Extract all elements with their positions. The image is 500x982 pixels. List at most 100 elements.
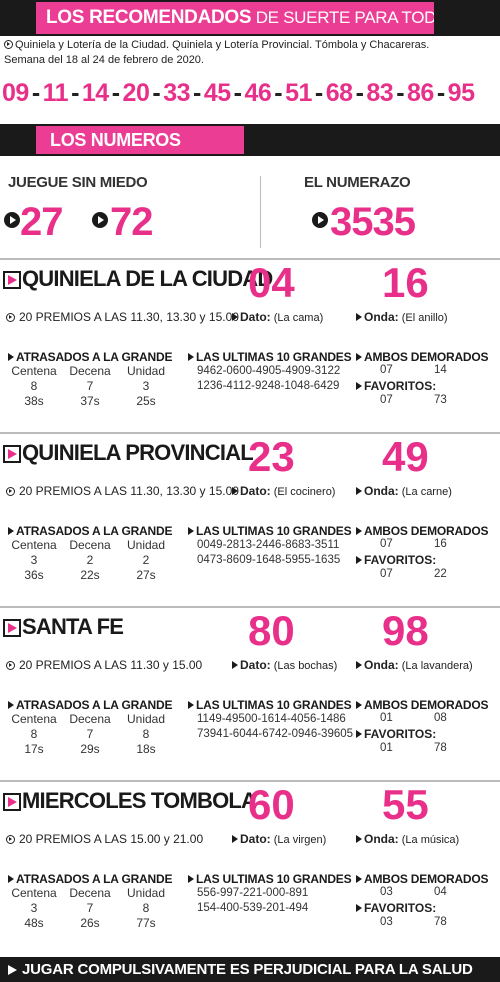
favorito-value: 07: [380, 394, 393, 406]
triangle-icon: [232, 835, 238, 843]
ultimas-heading: LAS ULTIMAS 10 GRANDES: [188, 872, 352, 886]
triangle-icon: [356, 904, 362, 912]
juegue-number-1: 27: [20, 200, 63, 244]
ambos-label: AMBOS DEMORADOS: [364, 698, 489, 712]
centena-value: 8: [30, 727, 38, 741]
decena-value: 2: [86, 553, 94, 567]
game-block-2: QUINIELA PROVINCIAL 23 49 20 PREMIOS A L…: [0, 436, 500, 606]
unidad-header: Unidad: [126, 538, 166, 552]
dato-label: Dato:: [240, 658, 271, 672]
onda-meaning: (El anillo): [401, 312, 448, 324]
recommended-number: 68: [325, 79, 353, 107]
ambos-value: 01: [380, 712, 393, 724]
separator: -: [193, 79, 201, 107]
triangle-icon: [356, 730, 362, 738]
triangle-icon: [356, 835, 362, 843]
separator: -: [274, 79, 283, 107]
ultimas-label: LAS ULTIMAS 10 GRANDES: [196, 872, 352, 886]
recommended-number: 46: [244, 79, 272, 107]
premios-text: 20 PREMIOS A LAS 11.30, 13.30 y 15.00: [6, 310, 239, 324]
centena-column: Centena 8 38s: [6, 364, 62, 409]
favoritos-label: FAVORITOS:: [364, 379, 437, 393]
ambos-value: 03: [380, 886, 393, 898]
onda-number: 98: [382, 607, 429, 654]
ambos-value: 04: [434, 886, 447, 898]
dato-meaning: (La virgen): [273, 834, 327, 846]
numerazo-label: EL NUMERAZO: [304, 174, 411, 191]
ambos-heading: AMBOS DEMORADOS: [356, 350, 489, 364]
dato-meaning: (El cocinero): [273, 486, 336, 498]
ultimas-label: LAS ULTIMAS 10 GRANDES: [196, 698, 352, 712]
dato-line: Dato: (La virgen): [232, 832, 326, 846]
ultimas-row: 1149-49500-1614-4056-1486: [197, 713, 346, 725]
unidad-value: 2: [142, 553, 150, 567]
triangle-icon: [356, 556, 362, 564]
recommended-number: 86: [407, 79, 434, 107]
triangle-icon: [356, 875, 362, 883]
unidad-value: 8: [142, 727, 150, 741]
centena-value: 8: [30, 379, 38, 393]
onda-number: 55: [382, 781, 429, 828]
atrasados-heading: ATRASADOS A LA GRANDE: [8, 524, 172, 538]
premios-label: 20 PREMIOS A LAS 11.30 y 15.00: [19, 658, 203, 672]
favoritos-heading: FAVORITOS:: [356, 553, 436, 567]
decena-column: Decena 2 22s: [62, 538, 118, 583]
ambos-value: 07: [380, 538, 393, 550]
dato-label: Dato:: [240, 310, 271, 324]
favoritos-heading: FAVORITOS:: [356, 727, 436, 741]
triangle-icon: [232, 661, 238, 669]
centena-header: Centena: [11, 886, 57, 900]
divider: [0, 780, 500, 782]
ambos-heading: AMBOS DEMORADOS: [356, 524, 489, 538]
onda-line: Onda: (La carne): [356, 484, 452, 498]
play-bullet-icon: [6, 661, 15, 670]
dato-label: Dato:: [240, 832, 271, 846]
triangle-icon: [8, 875, 14, 883]
ultimas-list: 1149-49500-1614-4056-1486 73941-6044-6742…: [197, 712, 353, 742]
game-title: SANTA FE: [22, 614, 124, 639]
ambos-label: AMBOS DEMORADOS: [364, 524, 489, 538]
recommended-number: 51: [285, 79, 312, 107]
premios-text: 20 PREMIOS A LAS 11.30 y 15.00: [6, 658, 202, 672]
recommended-number: 95: [447, 79, 475, 107]
recommended-number: 14: [81, 79, 109, 107]
play-circle-icon: [312, 212, 328, 228]
separator: -: [396, 79, 405, 107]
favorito-value: 01: [380, 742, 393, 754]
favorito-value: 78: [434, 742, 447, 754]
onda-label: Onda:: [364, 310, 399, 324]
decena-column: Decena 7 29s: [62, 712, 118, 757]
onda-label: Onda:: [364, 484, 399, 498]
decena-sorteos: 29s: [80, 742, 100, 756]
game-title: QUINIELA PROVINCIAL: [22, 440, 254, 465]
ultimas-row: 0049-2813-2446-8683-3511: [197, 539, 340, 551]
numerazo-number: 3535: [330, 200, 416, 244]
footer-warning: JUGAR COMPULSIVAMENTE ES PERJUDICIAL PAR…: [0, 957, 500, 982]
section-divider: [260, 176, 261, 248]
unidad-header: Unidad: [126, 886, 166, 900]
unidad-sorteos: 18s: [136, 742, 156, 756]
triangle-icon: [8, 527, 14, 535]
decena-sorteos: 37s: [80, 394, 100, 408]
ambos-value: 07: [380, 364, 393, 376]
intro-line-2: Semana del 18 al 24 de febrero de 2020.: [4, 54, 204, 66]
onda-meaning: (La carne): [401, 486, 452, 498]
triangle-icon: [356, 701, 362, 709]
unidad-value: 3: [142, 379, 150, 393]
favorito-value: 07: [380, 568, 393, 580]
recommended-numbers: 09-11-14-20-33-45-46-51-68-83-86-95: [2, 79, 498, 113]
game-block-3: SANTA FE 80 98 20 PREMIOS A LAS 11.30 y …: [0, 610, 500, 780]
centena-sorteos: 36s: [24, 568, 44, 582]
game-block-4: MIERCOLES TOMBOLA 60 55 20 PREMIOS A LAS…: [0, 784, 500, 954]
ultimas-label: LAS ULTIMAS 10 GRANDES: [196, 524, 352, 538]
centena-column: Centena 8 17s: [6, 712, 62, 757]
ultimas-row: 556-997-221-000-891: [197, 887, 309, 899]
atrasados-label: ATRASADOS A LA GRANDE: [16, 698, 173, 712]
ambos-value: 14: [434, 364, 447, 376]
recommended-number: 83: [366, 79, 394, 107]
favoritos-heading: FAVORITOS:: [356, 901, 436, 915]
atrasados-heading: ATRASADOS A LA GRANDE: [8, 698, 172, 712]
decena-header: Decena: [69, 538, 111, 552]
onda-number: 16: [382, 259, 429, 306]
separator: -: [314, 79, 323, 107]
